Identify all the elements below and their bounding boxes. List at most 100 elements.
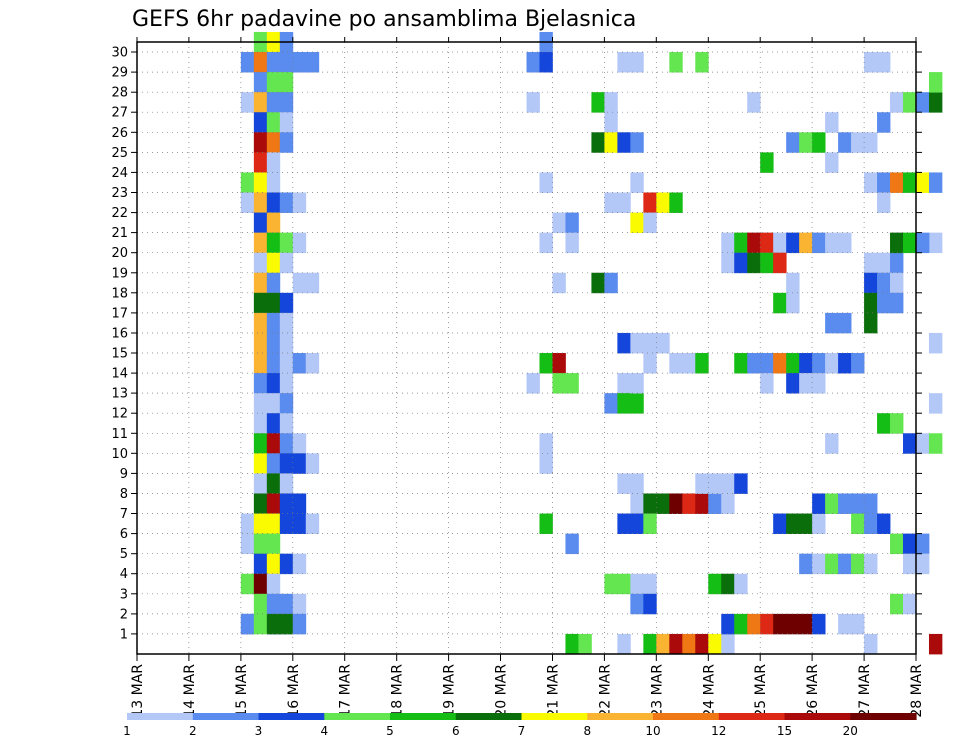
- heatmap-cell: [292, 272, 307, 294]
- heatmap-cell: [916, 172, 930, 193]
- heatmap-cell: [812, 553, 826, 575]
- x-axis-ticks: 13 MAR 14 MAR 15 MAR 16 MAR 17 MAR 18 MAR 19 M…: [130, 37, 925, 718]
- heatmap-cell: [669, 633, 683, 655]
- heatmap-cell: [747, 252, 761, 274]
- heatmap-cell: [279, 613, 294, 635]
- heatmap-cell: [825, 312, 839, 334]
- heatmap-cell: [292, 593, 307, 615]
- y-tick-label: 28: [111, 86, 128, 101]
- heatmap-cell: [928, 72, 943, 93]
- x-tick-label: 23 MAR: [649, 664, 665, 718]
- heatmap-cell: [617, 633, 631, 655]
- heatmap-cell: [604, 132, 618, 153]
- heatmap-cell: [708, 493, 722, 514]
- y-tick-label: 30: [111, 46, 128, 61]
- heatmap-cell: [812, 132, 826, 153]
- x-tick-label: 27 MAR: [857, 664, 873, 718]
- heatmap-cell: [253, 573, 268, 595]
- heatmap-cell: [253, 473, 268, 494]
- heatmap-cell: [266, 433, 281, 454]
- heatmap-cell: [864, 553, 878, 575]
- heatmap-cell: [630, 332, 644, 354]
- x-tick-label: 24 MAR: [701, 664, 717, 718]
- y-tick-label: 19: [111, 266, 128, 281]
- y-tick-label: 6: [120, 527, 128, 542]
- heatmap-cell: [292, 433, 307, 454]
- heatmap-cell: [695, 353, 709, 374]
- heatmap-cell: [825, 112, 839, 133]
- y-axis-ticks: 1234567891011121314151617181920212223242…: [111, 46, 922, 642]
- heatmap-cell: [617, 192, 631, 213]
- heatmap-cell: [786, 272, 800, 294]
- heatmap-cell: [604, 393, 618, 414]
- heatmap-cell: [253, 272, 268, 294]
- heatmap-cell: [799, 613, 813, 635]
- heatmap-cell: [565, 633, 579, 655]
- heatmap-cell: [253, 112, 268, 133]
- heatmap-cell: [539, 433, 553, 454]
- heatmap-cell: [838, 553, 852, 575]
- heatmap-cell: [253, 252, 268, 274]
- legend-swatch: [653, 713, 720, 720]
- heatmap-cell: [253, 533, 268, 555]
- heatmap-cell: [617, 573, 631, 595]
- heatmap-cell: [928, 332, 943, 354]
- heatmap-cell: [656, 332, 670, 354]
- heatmap-cell: [266, 453, 281, 474]
- legend-label: 7: [518, 724, 526, 738]
- heatmap-cell: [786, 232, 800, 254]
- heatmap-cell: [721, 473, 735, 494]
- heatmap-cell: [266, 553, 281, 575]
- heatmap-cell: [253, 132, 268, 153]
- heatmap-cell: [292, 613, 307, 635]
- heatmap-cell: [253, 413, 268, 434]
- heatmap-cell: [292, 493, 307, 514]
- legend-swatch: [455, 713, 523, 720]
- heatmap-cell: [708, 573, 722, 595]
- heatmap-cell: [617, 393, 631, 414]
- heatmap-cell: [526, 52, 540, 73]
- heatmap-cell: [825, 493, 839, 514]
- heatmap-cell: [916, 433, 930, 454]
- heatmap-cell: [890, 252, 904, 274]
- heatmap-cell: [266, 493, 281, 514]
- legend-label: 2: [189, 724, 197, 738]
- heatmap-cell: [266, 373, 281, 394]
- heatmap-cell: [279, 413, 294, 434]
- heatmap-cell: [253, 92, 268, 113]
- y-tick-label: 4: [120, 567, 128, 582]
- heatmap-cell: [799, 132, 813, 153]
- heatmap-cell: [266, 613, 281, 635]
- heatmap-cell: [928, 433, 943, 454]
- heatmap-cell: [903, 533, 917, 555]
- legend-label: 5: [386, 724, 394, 738]
- heatmap-cell: [617, 513, 631, 535]
- heatmap-cell: [266, 513, 281, 535]
- x-tick-label: 16 MAR: [286, 664, 302, 718]
- heatmap-cell: [747, 92, 761, 113]
- heatmap-cell: [552, 373, 566, 394]
- heatmap-cell: [864, 513, 878, 535]
- y-tick-label: 5: [120, 547, 128, 562]
- heatmap-cell: [253, 312, 268, 334]
- heatmap-cell: [773, 232, 787, 254]
- heatmap-cell: [279, 52, 294, 73]
- heatmap-cell: [890, 92, 904, 113]
- heatmap-cell: [617, 373, 631, 394]
- heatmap-cell: [721, 633, 735, 655]
- x-tick-label: 25 MAR: [753, 664, 769, 718]
- heatmap-cell: [928, 92, 943, 113]
- heatmap-cell: [799, 232, 813, 254]
- heatmap-cell: [695, 473, 709, 494]
- heatmap-cell: [721, 252, 735, 274]
- heatmap-cell: [240, 172, 255, 193]
- heatmap-cell: [734, 613, 748, 635]
- x-tick-label: 21 MAR: [546, 664, 562, 718]
- heatmap-cell: [279, 332, 294, 354]
- heatmap-cell: [877, 272, 891, 294]
- heatmap-cell: [864, 312, 878, 334]
- legend-swatch: [324, 713, 391, 720]
- heatmap-cell: [747, 232, 761, 254]
- heatmap-cell: [747, 613, 761, 635]
- heatmap-cell: [890, 232, 904, 254]
